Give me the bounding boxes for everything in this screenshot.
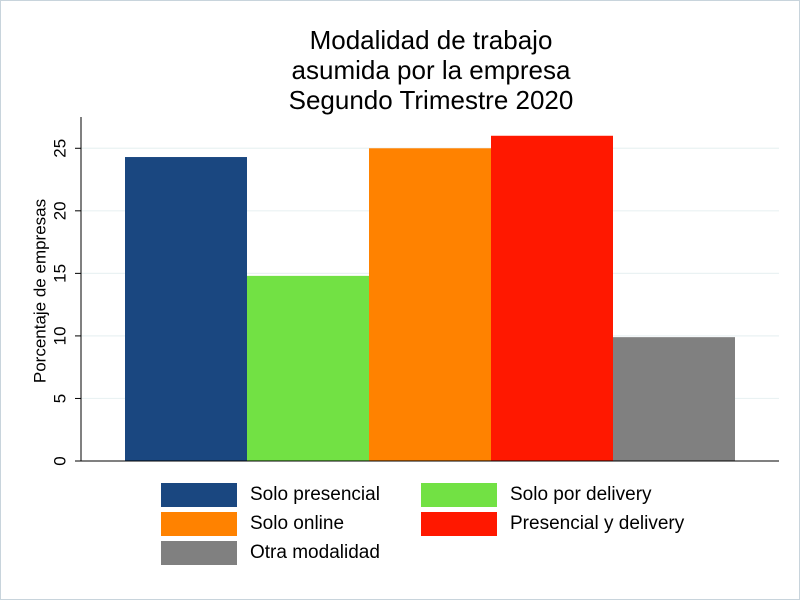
bar-presencial-y-delivery <box>491 135 613 461</box>
legend-label: Presencial y delivery <box>510 513 685 534</box>
chart-title-line-2: asumida por la empresa <box>291 55 571 85</box>
bar-otra-modalidad <box>613 337 735 461</box>
legend-label: Solo por delivery <box>510 484 652 505</box>
y-tick-label: 20 <box>50 201 69 220</box>
legend-label: Solo presencial <box>250 484 380 505</box>
y-axis-title: Porcentaje de empresas <box>30 199 49 383</box>
legend-item-presencial-y-delivery: Presencial y delivery <box>421 512 684 536</box>
bar-solo-por-delivery <box>247 275 369 461</box>
legend-label: Solo online <box>250 513 345 534</box>
legend-item-otra-modalidad: Otra modalidad <box>161 541 380 565</box>
axis-layer: 0 5 10 15 20 25 <box>50 117 779 466</box>
legend-label: Otra modalidad <box>250 542 380 563</box>
legend: Solo presencial Solo por delivery Solo o… <box>161 483 761 569</box>
bar-layer <box>125 135 735 462</box>
y-tick-label: 10 <box>50 326 69 345</box>
bar-solo-presencial <box>125 157 247 461</box>
y-tick-label: 5 <box>50 394 69 403</box>
legend-swatch <box>421 483 497 507</box>
legend-swatch <box>161 541 237 565</box>
legend-item-solo-por-delivery: Solo por delivery <box>421 483 652 507</box>
legend-item-solo-online: Solo online <box>161 512 344 536</box>
legend-swatch <box>161 483 237 507</box>
chart-title-line-3: Segundo Trimestre 2020 <box>288 85 574 115</box>
chart-title: Modalidad de trabajo asumida por la empr… <box>81 25 781 115</box>
y-tick-label: 15 <box>50 264 69 283</box>
legend-item-solo-presencial: Solo presencial <box>161 483 380 507</box>
y-tick-label: 25 <box>50 139 69 158</box>
legend-swatch <box>421 512 497 536</box>
bar-solo-online <box>369 148 491 462</box>
y-tick-label: 0 <box>50 456 69 465</box>
chart-title-line-1: Modalidad de trabajo <box>309 25 553 55</box>
legend-swatch <box>161 512 237 536</box>
